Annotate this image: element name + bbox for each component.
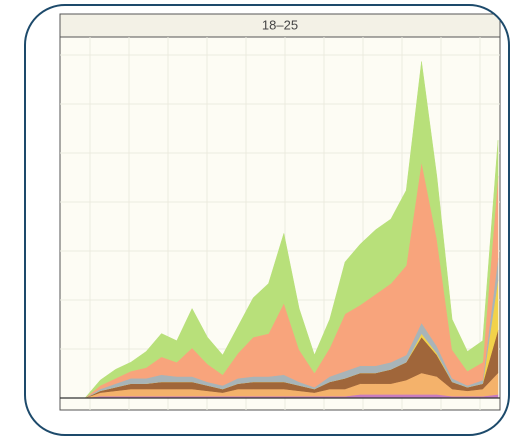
frame [24,4,510,436]
areas [84,61,499,399]
area [84,61,499,399]
panel: 18–25 [25,5,509,435]
chart-title: 18–25 [262,17,298,32]
